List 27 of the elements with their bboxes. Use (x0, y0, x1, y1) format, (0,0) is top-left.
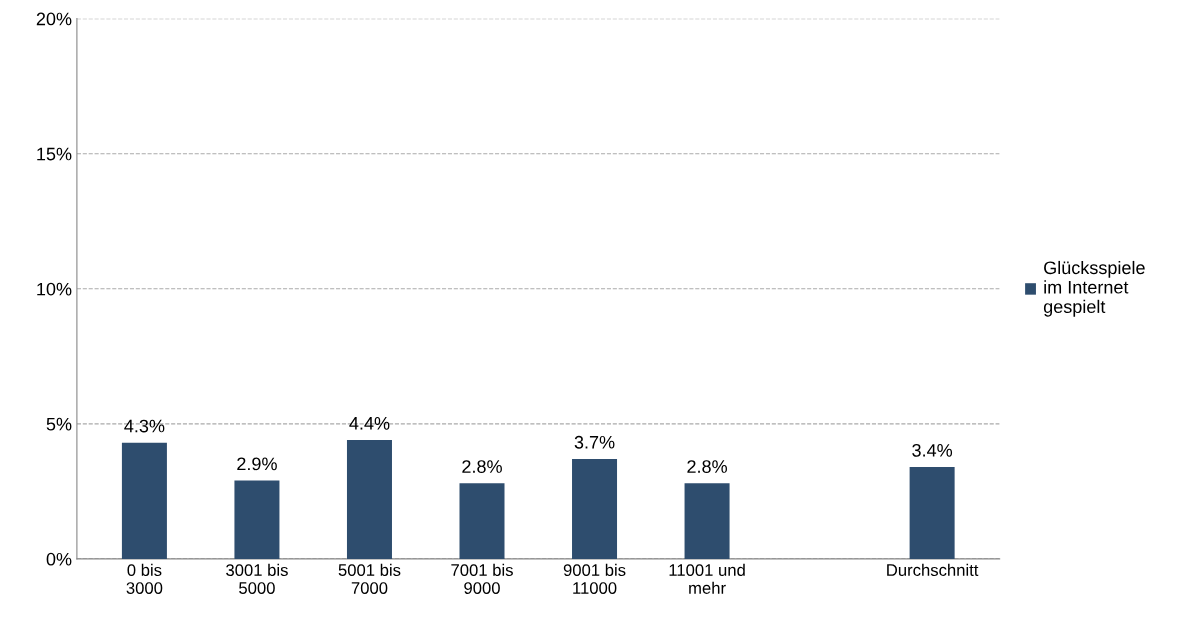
x-tick-label: 9001 bis 11000 (563, 563, 626, 594)
x-tick-label: 0 bis 3000 (126, 563, 163, 594)
bar (121, 442, 167, 559)
x-tick-label: 5001 bis 7000 (338, 563, 401, 594)
x-tick-label: Durchschnitt (887, 563, 979, 576)
x-tick-label: 3001 bis 5000 (226, 563, 288, 594)
x-tick-label: 11001 und mehr (669, 563, 745, 594)
bar (572, 458, 618, 559)
bar (909, 467, 955, 559)
legend-label: Glücksspiele im Internet gespielt (1043, 260, 1145, 317)
text: 2.8% (687, 460, 727, 473)
text: 3.7% (574, 435, 615, 449)
y-tick-label: 0% (46, 552, 72, 566)
bar (684, 483, 730, 559)
bar (346, 440, 392, 559)
bar (459, 483, 505, 559)
text: 4.3% (124, 419, 165, 433)
text: 2.8% (462, 460, 502, 473)
y-tick-label: 20% (36, 12, 72, 26)
y-tick-label: 15% (37, 147, 72, 161)
bar (234, 480, 280, 559)
y-tick-label: 10% (37, 282, 72, 296)
text: 2.9% (237, 457, 277, 471)
text: 3.4% (912, 443, 953, 457)
y-tick-label: 5% (46, 417, 72, 431)
text: 4.4% (349, 417, 390, 430)
x-tick-label: 7001 bis 9000 (451, 563, 513, 594)
